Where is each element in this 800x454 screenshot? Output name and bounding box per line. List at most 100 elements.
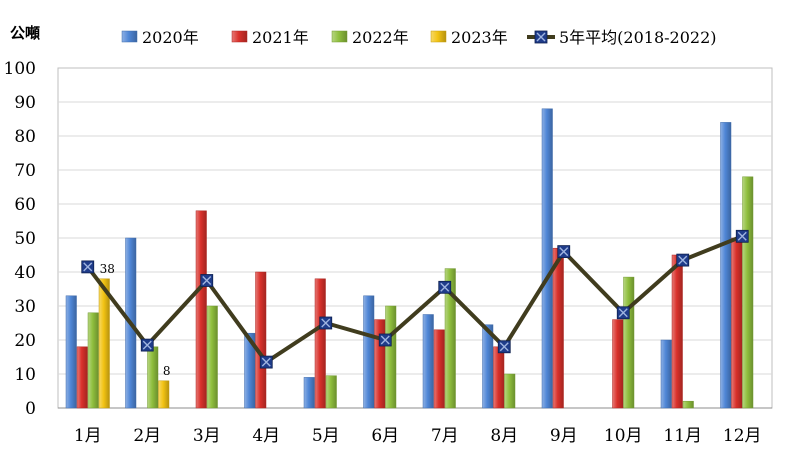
- y-tick-label: 40: [14, 263, 36, 283]
- line-point: [378, 333, 392, 347]
- x-tick-label: 7月: [431, 426, 459, 446]
- y-tick-label: 10: [14, 365, 36, 385]
- point-marker-cross: [202, 276, 212, 285]
- line-point: [200, 274, 214, 287]
- data-labels: 38 8: [100, 262, 171, 378]
- bar: [731, 237, 743, 409]
- legend-item: 2020年: [121, 28, 199, 47]
- x-tick-label: 1月: [74, 426, 102, 446]
- bar: [76, 346, 88, 409]
- x-tick-label: 6月: [371, 426, 399, 446]
- legend-label: 2020年: [142, 28, 199, 47]
- point-marker-cross: [261, 357, 271, 367]
- y-tick-label: 80: [14, 127, 36, 147]
- point-marker-cross: [83, 262, 93, 272]
- bar: [660, 339, 672, 409]
- y-axis-ticks: 0 10 20 30 40 50 60 70 80 90 100: [4, 59, 36, 419]
- legend-item: 5年平均(2018-2022): [527, 28, 717, 47]
- bar: [206, 305, 218, 409]
- bar: [541, 108, 553, 409]
- average-line-series: [81, 229, 749, 369]
- legend-swatch: [231, 30, 248, 43]
- point-marker-cross: [321, 318, 331, 328]
- line-point: [676, 253, 690, 267]
- legend-item: 2023年: [430, 28, 508, 47]
- x-tick-label: 8月: [490, 426, 518, 446]
- legend-swatch: [331, 30, 348, 43]
- bar: [374, 319, 386, 409]
- bar: [433, 329, 445, 409]
- y-tick-label: 60: [14, 195, 36, 215]
- y-tick-label: 0: [25, 399, 36, 419]
- bar: [422, 314, 434, 409]
- line-point: [438, 280, 452, 294]
- bar: [98, 278, 110, 409]
- bar: [147, 346, 159, 409]
- line-point: [140, 338, 154, 352]
- legend-label: 5年平均(2018-2022): [559, 28, 717, 47]
- point-marker-cross: [678, 255, 688, 265]
- x-axis-ticks: 1月 2月 3月 4月 5月 6月 7月 8月 9月 10月 11月 12月: [74, 426, 762, 446]
- x-tick-label: 9月: [550, 426, 578, 446]
- y-tick-label: 100: [4, 59, 36, 79]
- x-tick-label: 12月: [723, 426, 762, 446]
- bar: [552, 247, 564, 409]
- data-label: 38: [100, 262, 115, 276]
- bar: [671, 254, 683, 409]
- bar-series: [65, 108, 754, 409]
- point-marker-cross: [380, 335, 390, 345]
- legend-item: 2021年: [231, 28, 309, 47]
- bar: [493, 346, 505, 409]
- bar: [314, 278, 326, 409]
- average-line: [86, 234, 743, 365]
- legend-label: 2023年: [451, 28, 508, 47]
- x-tick-label: 4月: [252, 426, 280, 446]
- point-marker-cross: [559, 247, 569, 257]
- legend-label: 2022年: [352, 28, 409, 47]
- legend-label: 2021年: [252, 28, 309, 47]
- y-axis-unit-label: 公噸: [10, 24, 40, 42]
- line-point: [735, 229, 749, 243]
- x-tick-label: 3月: [193, 426, 221, 446]
- bar: [87, 312, 99, 409]
- point-marker-cross: [142, 340, 152, 350]
- y-tick-label: 50: [14, 229, 36, 249]
- line-point: [557, 245, 571, 259]
- y-tick-label: 70: [14, 161, 36, 181]
- y-tick-label: 20: [14, 331, 36, 351]
- line-point: [81, 260, 95, 274]
- bar: [255, 271, 267, 409]
- legend-swatch: [430, 30, 447, 43]
- line-point: [319, 316, 333, 330]
- x-tick-label: 2月: [133, 426, 161, 446]
- bar: [444, 268, 456, 409]
- line-point: [497, 340, 511, 354]
- data-label: 8: [163, 364, 171, 378]
- bar: [325, 375, 337, 409]
- bar: [720, 122, 732, 409]
- bar: [65, 295, 77, 409]
- bar: [504, 373, 516, 409]
- bar: [612, 319, 624, 409]
- gridlines: [57, 67, 773, 409]
- x-tick-label: 11月: [663, 426, 702, 446]
- bar: [742, 176, 754, 409]
- bar: [623, 276, 635, 409]
- legend-item: 2022年: [331, 28, 409, 47]
- point-marker-cross: [499, 342, 509, 352]
- line-point: [259, 355, 273, 369]
- legend-marker-cross: [536, 32, 546, 42]
- y-tick-label: 90: [14, 93, 36, 113]
- point-marker-cross: [737, 231, 747, 241]
- legend-swatch: [121, 30, 138, 43]
- x-tick-label: 10月: [604, 426, 643, 446]
- x-tick-label: 5月: [312, 426, 340, 446]
- bar: [303, 377, 315, 409]
- point-marker-cross: [618, 308, 628, 318]
- bar: [158, 380, 170, 409]
- line-point: [616, 306, 630, 320]
- bar: [482, 324, 494, 409]
- point-marker-cross: [440, 282, 450, 292]
